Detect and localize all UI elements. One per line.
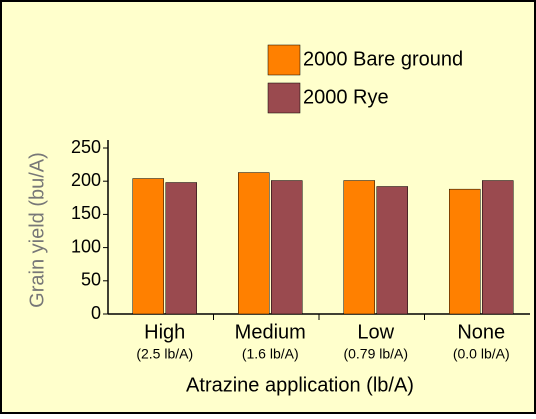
bar — [449, 188, 481, 315]
y-tick-label: 50 — [81, 270, 101, 290]
y-axis-label: Grain yield (bu/A) — [26, 152, 48, 308]
x-tick-label: High — [144, 321, 185, 343]
bar — [271, 180, 303, 315]
y-tick-label: 200 — [71, 170, 101, 190]
bar — [238, 172, 270, 315]
y-tick-label: 100 — [71, 236, 101, 256]
legend-label: 2000 Bare ground — [303, 48, 463, 70]
x-tick-label: Low — [357, 321, 394, 343]
x-tick-label: Medium — [235, 321, 306, 343]
legend-swatch — [267, 82, 301, 114]
y-tick-label: 250 — [71, 137, 101, 157]
bar — [165, 182, 197, 315]
y-tick-label: 0 — [91, 303, 101, 323]
x-tick-sublabel: (0.0 lb/A) — [453, 346, 510, 362]
x-tick-label: None — [457, 321, 505, 343]
x-axis-label: Atrazine application (lb/A) — [186, 374, 414, 396]
x-tick-sublabel: (0.79 lb/A) — [343, 346, 408, 362]
x-tick-sublabel: (2.5 lb/A) — [136, 346, 193, 362]
legend-label: 2000 Rye — [303, 86, 389, 108]
y-tick-label: 150 — [71, 203, 101, 223]
bar — [343, 180, 375, 315]
legend-swatch — [267, 44, 301, 76]
x-tick-sublabel: (1.6 lb/A) — [242, 346, 299, 362]
bar — [132, 178, 164, 315]
bar — [482, 180, 514, 315]
bar — [376, 186, 408, 315]
